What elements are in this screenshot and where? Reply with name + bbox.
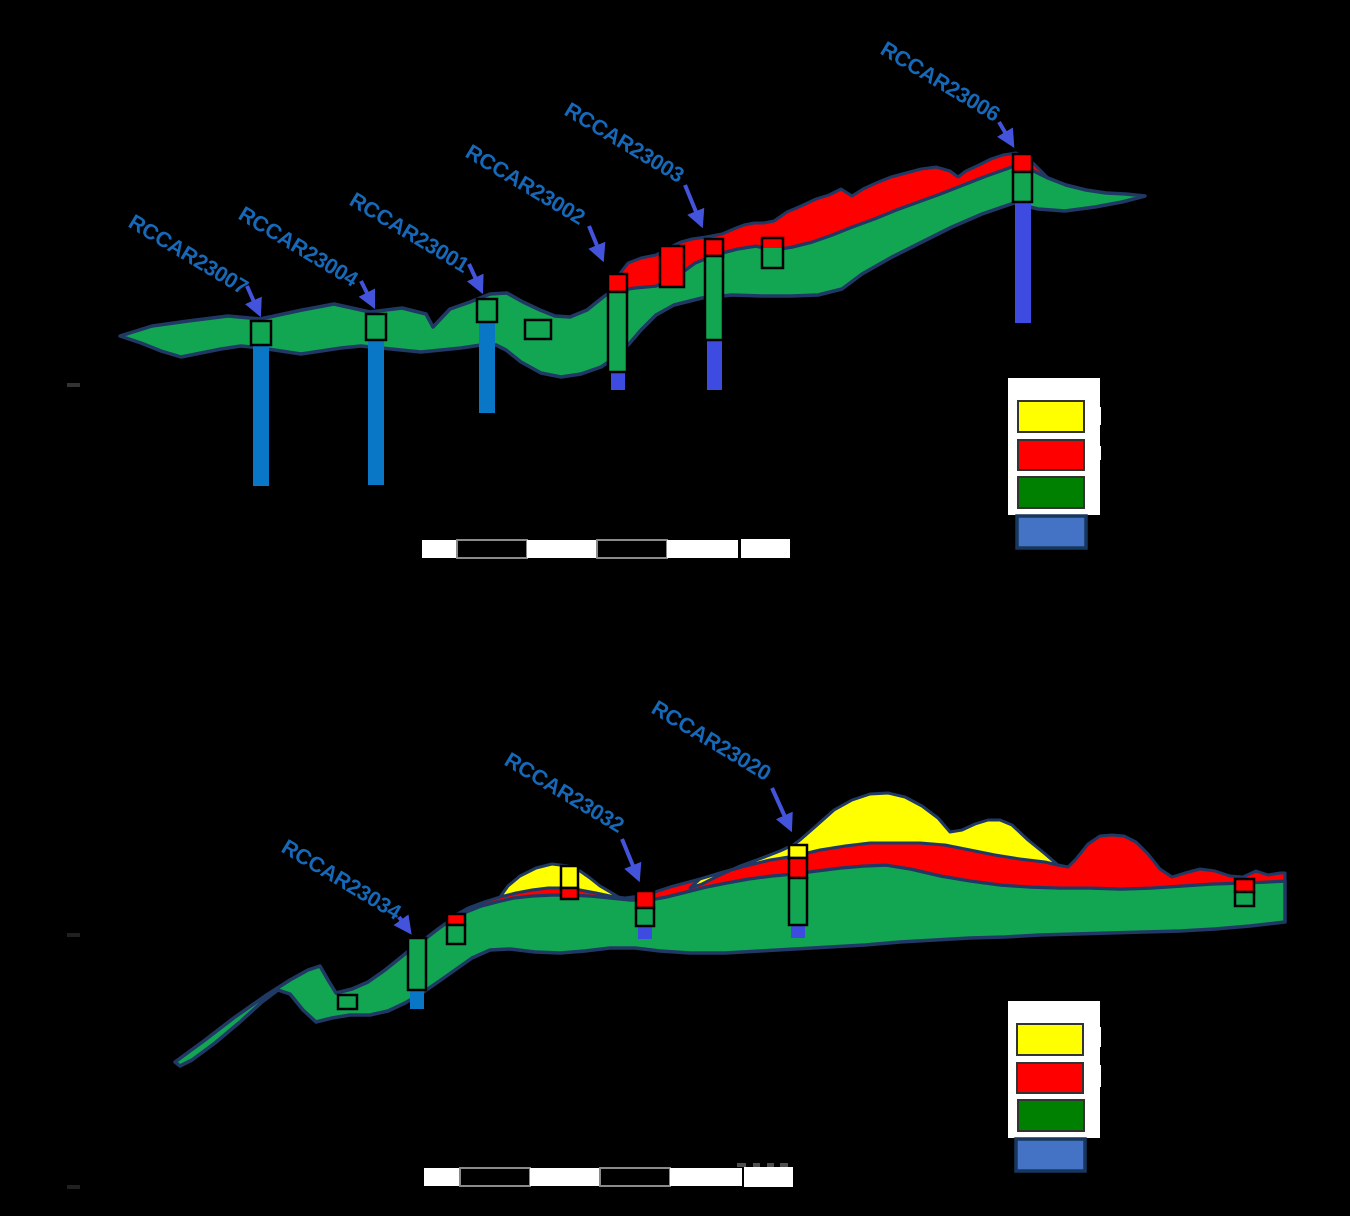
- drillhole-interval-red: [559, 886, 580, 901]
- label-arrow-rccar23003: [683, 184, 705, 229]
- label-arrow-rccar23006: [997, 120, 1015, 148]
- legend-a: [1008, 378, 1101, 550]
- drillhole-rccar23034-collar: [406, 936, 428, 992]
- axis-tick: [67, 1185, 80, 1189]
- drillhole-rccar23002-interval-green: [606, 290, 629, 374]
- drillhole-label: RCCAR23032: [500, 748, 628, 838]
- drillhole-interval-yellow: [559, 864, 580, 890]
- drillhole-rccar23032-trace: [638, 926, 652, 939]
- cross-section-a: RCCAR23007 RCCAR23004 RCCAR23001 RCCAR23…: [67, 37, 1147, 559]
- drillhole-rccar23006-trace: [1015, 202, 1031, 323]
- legend-label-fragment: [1096, 407, 1101, 425]
- scalebar-a: [422, 539, 790, 559]
- scalebar-b: [424, 1163, 793, 1187]
- drillhole-rccar23020-interval-green: [787, 876, 809, 927]
- drillhole-rccar23032-interval-red: [634, 889, 656, 910]
- interval-box-red: [658, 244, 686, 289]
- drillhole-label: RCCAR23034: [277, 835, 405, 925]
- drillhole-label: RCCAR23001: [345, 188, 473, 278]
- legend-swatch-red: [1017, 439, 1085, 471]
- interval-box-green: [336, 993, 359, 1011]
- interval-box-green: [523, 318, 553, 341]
- drillhole-rccar23006-interval-red: [1011, 152, 1034, 174]
- scalebar-caption-fragment: [737, 1163, 788, 1167]
- drillhole-rccar23020-trace: [791, 925, 805, 938]
- legend-swatch-blue: [1014, 1137, 1087, 1173]
- drillhole-interval-green: [445, 923, 467, 946]
- label-arrow-rccar23034: [393, 914, 412, 935]
- legend-swatch-yellow: [1016, 1023, 1084, 1056]
- label-arrow-rccar23020: [770, 787, 793, 833]
- drillhole-rccar23032-interval-green: [634, 906, 656, 928]
- section-b-green-unit: [173, 863, 1287, 1068]
- axis-tick: [67, 383, 80, 387]
- drillhole-label: RCCAR23020: [647, 696, 775, 786]
- legend-b: [1008, 1001, 1101, 1173]
- drillhole-rccar23003-interval-green: [703, 254, 725, 342]
- section-b-red-unit: [450, 833, 1287, 919]
- drillhole-rccar23001-collar: [475, 297, 499, 324]
- drillhole-label: RCCAR23007: [124, 210, 252, 300]
- drillhole-rccar23020-interval-red: [787, 856, 809, 880]
- label-arrow-rccar23001: [466, 263, 484, 295]
- drillhole-rccar23020-interval-yellow: [787, 843, 809, 860]
- drillhole-interval-green: [1233, 890, 1256, 908]
- drillhole-interval-red: [445, 912, 467, 927]
- legend-swatch-yellow: [1017, 400, 1085, 433]
- label-arrow-rccar23007: [244, 285, 262, 318]
- drillhole-label: RCCAR23004: [234, 202, 362, 292]
- cross-section-b: RCCAR23034 RCCAR23032 RCCAR23020: [67, 696, 1287, 1189]
- drillhole-rccar23004-collar: [364, 312, 388, 342]
- label-arrow-rccar23002: [587, 225, 606, 263]
- axis-tick: [67, 933, 80, 937]
- label-arrow-rccar23032: [620, 838, 642, 883]
- drillhole-rccar23002-interval-red: [606, 272, 629, 294]
- label-arrow-rccar23004: [358, 280, 376, 310]
- drillhole-rccar23001-trace: [479, 322, 495, 413]
- legend-swatch-blue: [1015, 514, 1088, 550]
- section-b-yellow-lens-main: [688, 791, 1060, 890]
- drillhole-label: RCCAR23003: [560, 98, 688, 188]
- legend-label-fragment: [1096, 1027, 1101, 1047]
- legend-swatch-green: [1017, 476, 1085, 509]
- legend-label-fragment: [1096, 1065, 1101, 1087]
- legend-swatch-green: [1017, 1099, 1085, 1132]
- drillhole-rccar23006-interval-green: [1011, 170, 1034, 204]
- legend-label-fragment: [1096, 446, 1101, 460]
- drillhole-rccar23003-trace: [707, 340, 722, 390]
- drillhole-label: RCCAR23006: [876, 37, 1004, 127]
- drillhole-interval-red: [1233, 877, 1256, 894]
- section-a-red-unit: [608, 151, 1050, 294]
- drillhole-rccar23034-trace: [410, 990, 424, 1009]
- legend-swatch-red: [1016, 1062, 1084, 1094]
- drillhole-label: RCCAR23002: [461, 140, 589, 230]
- drillhole-rccar23007-trace: [253, 345, 269, 486]
- interval-box-red-green: [760, 236, 785, 270]
- drillhole-rccar23004-trace: [368, 340, 384, 485]
- drillhole-rccar23002-trace: [611, 372, 625, 390]
- drillhole-rccar23003-interval-red: [703, 237, 725, 258]
- drillhole-rccar23007-collar: [249, 319, 273, 347]
